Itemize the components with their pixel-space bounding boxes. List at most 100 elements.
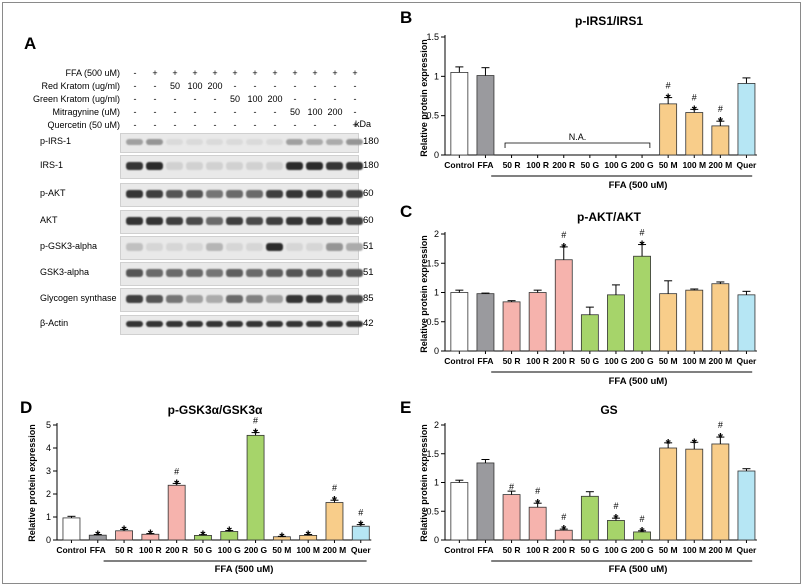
x-tick-label: Control [444, 545, 474, 555]
blot-band [265, 139, 283, 145]
blot-band [225, 269, 243, 277]
x-tick-label: FFA [477, 545, 493, 555]
x-tick-label: 200 M [709, 356, 733, 366]
blot-band [125, 295, 143, 303]
blot-band [305, 190, 323, 198]
x-tick-label: 200 M [709, 545, 733, 555]
blot-band [165, 269, 183, 277]
significance-star: * [718, 430, 724, 445]
treatment-value: + [352, 68, 358, 78]
x-tick-label: Quer [737, 356, 758, 366]
bar [711, 443, 730, 541]
treatment-value: + [272, 68, 278, 78]
treatment-value: - [353, 94, 357, 104]
y-tick-label: 0.5 [426, 317, 439, 327]
significance-star: * [613, 511, 619, 526]
treatment-value: - [193, 107, 197, 117]
x-axis-label-c: FFA (500 uM) [608, 376, 668, 387]
blot-band [145, 139, 163, 145]
treatment-value: + [172, 68, 178, 78]
significance-star: * [358, 518, 364, 533]
significance-star: * [561, 240, 567, 255]
blot-band [285, 190, 303, 198]
significance-hash: # [358, 508, 363, 518]
bar [450, 72, 469, 156]
bar [62, 517, 81, 541]
blot-band [285, 139, 303, 145]
blot-band [265, 162, 283, 170]
x-tick-label: Quer [351, 545, 372, 555]
blot-band [345, 321, 363, 327]
blot-band [305, 243, 323, 251]
blot-band [205, 243, 223, 251]
band-label: p-GSK3-alpha [40, 241, 98, 251]
significance-hash: # [613, 501, 618, 511]
y-tick-label: 3 [46, 466, 51, 476]
treatment-value: - [273, 120, 277, 130]
blot-band [125, 269, 143, 277]
blot-band [205, 295, 223, 303]
treatment-value: 200 [207, 81, 223, 91]
chart-title-e: GS [600, 403, 618, 417]
panel-label-b: B [400, 8, 413, 27]
blot-band [145, 162, 163, 170]
blot-band [125, 321, 143, 327]
blot-band [325, 139, 343, 145]
treatment-value: - [213, 107, 217, 117]
treatment-value: - [133, 68, 137, 78]
significance-hash: # [332, 483, 337, 493]
y-tick-label: 2 [434, 229, 439, 239]
blot-band [145, 269, 163, 277]
x-tick-label: 200 M [323, 545, 347, 555]
treatment-value: - [173, 94, 177, 104]
x-tick-label: 50 M [659, 356, 678, 366]
molecular-weight: 60 [363, 188, 374, 199]
treatment-value: 200 [267, 94, 283, 104]
treatment-value: 200 [327, 107, 343, 117]
molecular-weight: 42 [363, 318, 374, 329]
bar [659, 103, 678, 156]
treatment-value: - [333, 94, 337, 104]
significance-star: * [332, 493, 338, 508]
blot-band [205, 321, 223, 327]
molecular-weight: 51 [363, 267, 374, 278]
y-tick-label: 1.5 [426, 32, 439, 42]
x-tick-label: 50 G [581, 356, 600, 366]
bar [476, 462, 495, 541]
blot-band [325, 190, 343, 198]
x-axis-label-e: FFA (500 uM) [608, 564, 668, 575]
x-tick-label: Quer [737, 160, 758, 170]
x-tick-label: FFA [477, 160, 493, 170]
blot-band [165, 162, 183, 170]
bar [502, 301, 521, 352]
blot-band [185, 243, 203, 251]
bar [450, 292, 469, 352]
treatment-value: - [353, 81, 357, 91]
blot-band [185, 269, 203, 277]
x-tick-label: 200 R [552, 545, 575, 555]
x-tick-label: 100 R [526, 356, 549, 366]
y-tick-label: 1 [46, 512, 51, 522]
significance-hash: # [666, 81, 671, 91]
x-tick-label: Quer [737, 545, 758, 555]
significance-star: * [95, 527, 101, 542]
significance-hash: # [535, 486, 540, 496]
blot-band [205, 217, 223, 225]
molecular-weight: 51 [363, 241, 374, 252]
blot-band [225, 295, 243, 303]
blot-band [145, 217, 163, 225]
blot-band [325, 243, 343, 251]
band-label: GSK3-alpha [40, 267, 90, 277]
y-tick-label: 0.5 [426, 506, 439, 516]
treatment-value: - [293, 94, 297, 104]
chart-title-c: p-AKT/AKT [577, 210, 641, 224]
significance-hash: # [561, 230, 566, 240]
blot-band [325, 269, 343, 277]
treatment-value: - [333, 120, 337, 130]
blot-band [225, 321, 243, 327]
y-tick-label: 0.5 [426, 111, 439, 121]
blot-band [265, 217, 283, 225]
bar [737, 470, 756, 541]
blot-band [285, 162, 303, 170]
